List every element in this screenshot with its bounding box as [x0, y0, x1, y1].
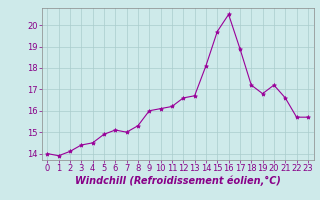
X-axis label: Windchill (Refroidissement éolien,°C): Windchill (Refroidissement éolien,°C) — [75, 176, 281, 186]
